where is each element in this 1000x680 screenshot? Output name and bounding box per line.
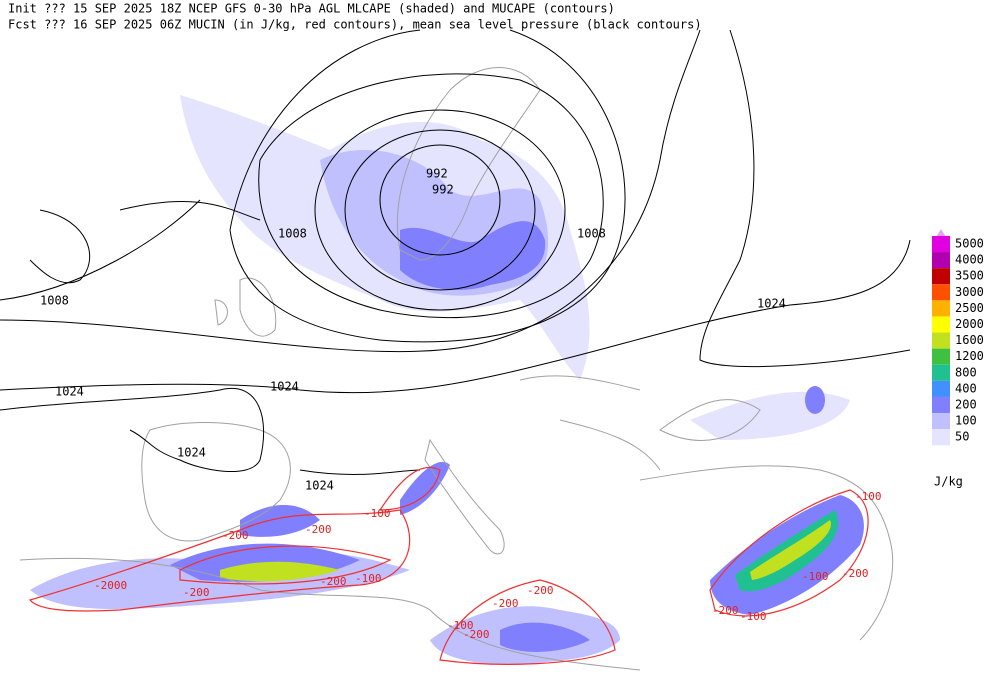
cin-label: -200 — [842, 567, 869, 580]
cin-contour — [28, 509, 411, 612]
coastline — [659, 399, 761, 441]
shade — [500, 622, 590, 652]
shade — [240, 505, 320, 537]
coastline — [519, 375, 661, 471]
legend-swatch — [932, 316, 950, 333]
coastline — [19, 557, 641, 671]
cin-label: -200 — [222, 529, 249, 542]
legend-swatch — [932, 252, 950, 269]
cin-label: -100 — [364, 507, 391, 520]
shade — [805, 386, 825, 414]
cin-label: -100 — [740, 610, 767, 623]
legend-label: 100 — [955, 414, 977, 428]
cin-label: -200 — [183, 586, 210, 599]
cape-shading — [30, 95, 864, 665]
isobar — [0, 29, 701, 353]
cin-label: -100 — [802, 570, 829, 583]
isobars — [0, 29, 911, 475]
legend-label: 800 — [955, 365, 977, 379]
cin-contour — [709, 489, 869, 617]
legend-unit: J/kg — [934, 475, 963, 489]
legend-swatch — [932, 268, 950, 285]
isobar-label: 1008 — [278, 227, 307, 241]
isobar — [0, 239, 911, 394]
cin-label: -200 — [305, 523, 332, 536]
cin-label: -200 — [712, 604, 739, 617]
coastline — [141, 422, 291, 542]
isobar — [29, 200, 261, 284]
legend-label: 50 — [955, 430, 969, 444]
legend-swatch — [932, 284, 950, 301]
cin-label: -2000 — [94, 579, 127, 592]
legend-label: 2500 — [955, 301, 984, 315]
isobar-label: 1024 — [177, 446, 206, 460]
cin-contour — [179, 545, 392, 585]
cin-label: -200 — [492, 597, 519, 610]
legend-label: 1600 — [955, 333, 984, 347]
legend-swatch — [932, 235, 950, 253]
isobar-label: 1024 — [270, 380, 299, 394]
isobar-labels: 992 992 1008 1008 1008 1024 1024 1024 10… — [40, 167, 786, 493]
coastline — [639, 465, 894, 641]
cin-label: -100 — [355, 572, 382, 585]
legend-swatch — [932, 380, 950, 397]
cin-label: -200 — [320, 575, 347, 588]
legend-swatch — [932, 332, 950, 349]
isobar — [229, 29, 626, 343]
legend-label: 4000 — [955, 253, 984, 267]
cin-label: -200 — [463, 628, 490, 641]
shade — [220, 561, 340, 582]
shade — [400, 461, 450, 515]
isobar — [258, 73, 604, 319]
legend-label: 200 — [955, 398, 977, 412]
legend-label: 3000 — [955, 285, 984, 299]
isobar — [299, 29, 911, 475]
legend-label: 3500 — [955, 269, 984, 283]
isobar-label: 1024 — [305, 479, 334, 493]
cin-contours — [28, 466, 869, 665]
legend-label: 2000 — [955, 317, 984, 331]
legend: J/kg 5000 4000 3500 3000 2500 2000 1600 1200 800… — [932, 229, 984, 489]
isobar — [344, 129, 536, 291]
coastline — [424, 438, 505, 555]
legend-label: 1200 — [955, 349, 984, 363]
legend-label: 5000 — [955, 237, 984, 251]
isobar-label: 992 — [432, 183, 454, 197]
shade — [750, 520, 831, 580]
header-line: Init ??? 15 SEP 2025 18Z NCEP GFS 0-30 h… — [8, 2, 615, 16]
isobar-label: 1008 — [577, 227, 606, 241]
legend-label: 400 — [955, 381, 977, 395]
isobar-label: 1024 — [55, 385, 84, 399]
shade — [690, 391, 850, 440]
shade — [400, 221, 546, 290]
legend-swatch — [932, 348, 950, 365]
isobar-label: 992 — [426, 167, 448, 181]
isobar — [0, 388, 265, 473]
cin-contour — [378, 466, 441, 511]
cin-labels: -100 -200 -200 -2000 -200 -200 -100 -200… — [94, 490, 882, 641]
legend-swatch — [932, 429, 950, 446]
cin-contour — [439, 579, 616, 665]
legend-swatch — [932, 364, 950, 381]
isobar-label: 1024 — [757, 297, 786, 311]
legend-swatch — [932, 300, 950, 317]
isobar — [379, 144, 501, 256]
cin-label: -200 — [527, 584, 554, 597]
header-line: Fcst ??? 16 SEP 2025 06Z MUCIN (in J/kg,… — [8, 18, 702, 32]
legend-swatch — [932, 413, 950, 430]
coastline — [214, 277, 277, 337]
isobar-label: 1008 — [40, 294, 69, 308]
legend-swatch — [932, 396, 950, 414]
cin-label: -100 — [855, 490, 882, 503]
cin-label: -100 — [447, 619, 474, 632]
isobar — [314, 109, 566, 311]
